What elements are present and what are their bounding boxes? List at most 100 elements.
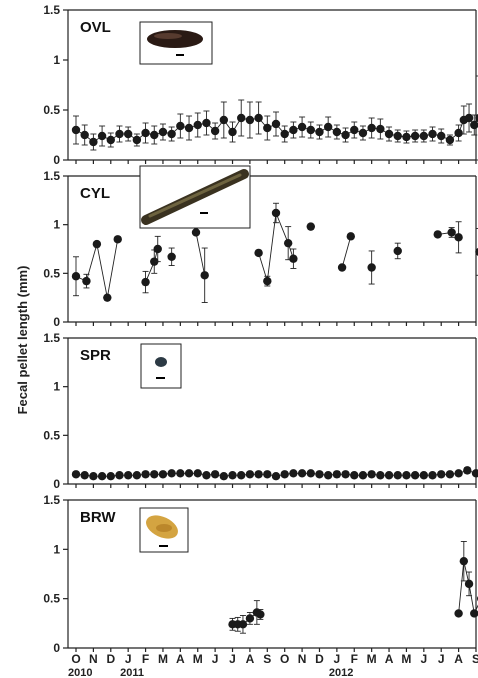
y-tick-label: 0 (53, 315, 60, 329)
x-tick-label: D (315, 652, 324, 666)
data-point (123, 471, 133, 480)
data-point (464, 113, 474, 123)
x-tick-label: F (351, 652, 358, 666)
data-point (433, 230, 442, 239)
data-point (367, 470, 376, 479)
x-tick-label: A (454, 652, 463, 666)
data-point (153, 244, 162, 254)
panel-label: SPR (80, 347, 111, 364)
data-point (410, 131, 420, 141)
data-point (263, 470, 272, 479)
data-point (115, 129, 124, 139)
data-point (245, 115, 255, 125)
x-tick-label: D (106, 652, 115, 666)
data-point (454, 233, 463, 242)
data-point (254, 470, 263, 479)
data-point (437, 131, 446, 141)
data-point (167, 252, 176, 261)
data-point (158, 127, 168, 137)
data-point (176, 469, 185, 478)
data-point (150, 130, 159, 140)
panel-spr: 0 0.5 1 1.5 SPR (43, 331, 478, 491)
x-tick-label: J (212, 652, 219, 666)
data-point (158, 470, 168, 479)
data-point (289, 254, 298, 263)
y-tick-label: 0 (53, 641, 60, 655)
data-point (376, 471, 385, 480)
y-tick-label: 1 (53, 542, 60, 556)
data-point (228, 127, 237, 137)
pellet-image (140, 343, 182, 389)
data-point (167, 469, 176, 478)
data-point (454, 469, 463, 478)
x-tick-label: S (472, 652, 478, 666)
data-point (103, 293, 112, 302)
y-axis-label: Fecal pellet length (mm) (15, 266, 30, 415)
data-point (332, 127, 342, 137)
data-point (271, 119, 281, 129)
y-tick-label: 0 (53, 153, 60, 167)
data-point (445, 135, 455, 145)
data-point (323, 471, 333, 480)
data-point (150, 257, 159, 266)
y-tick-label: 1.5 (43, 169, 60, 183)
y-tick-label: 0.5 (43, 592, 60, 606)
data-point (297, 122, 307, 132)
data-point (82, 276, 91, 286)
pellet-highlight (156, 524, 172, 532)
data-point (332, 470, 342, 479)
data-point (89, 472, 98, 481)
data-point (71, 470, 81, 479)
x-tick-label: J (334, 652, 341, 666)
x-tick-label: J (420, 652, 427, 666)
data-point (191, 228, 201, 237)
data-point (289, 469, 298, 478)
data-point (454, 128, 463, 138)
pellet-image (139, 165, 251, 229)
data-point (141, 277, 150, 287)
x-tick-label: M (158, 652, 168, 666)
data-point (402, 471, 411, 480)
data-point (470, 120, 478, 130)
x-tick-label: O (71, 652, 80, 666)
data-point (337, 263, 347, 272)
pellet-shape (147, 30, 203, 48)
data-point (106, 135, 115, 145)
pellet-highlight (154, 33, 182, 39)
data-point (89, 137, 98, 147)
pellet-highlight (148, 173, 242, 218)
data-point (384, 129, 394, 139)
data-point (437, 470, 446, 479)
data-point (167, 129, 176, 139)
x-tick-label: A (176, 652, 185, 666)
data-point (210, 470, 220, 479)
data-point (341, 470, 350, 479)
data-point (193, 120, 202, 130)
year-label: 2011 (120, 667, 144, 678)
data-point (106, 472, 115, 481)
data-point (475, 114, 478, 122)
data-point (184, 469, 194, 478)
data-point (271, 208, 281, 218)
data-point (97, 472, 107, 481)
data-point (200, 271, 209, 280)
data-point (176, 121, 185, 131)
data-point (306, 222, 315, 231)
data-point (254, 248, 263, 258)
x-tick-label: S (263, 652, 271, 666)
x-tick-label: J (229, 652, 236, 666)
series-line (195, 232, 206, 276)
panel-label: OVL (80, 19, 111, 36)
data-point (80, 471, 89, 480)
data-point (367, 123, 376, 133)
pellet-image (139, 507, 189, 553)
panel-label: CYL (80, 185, 110, 202)
data-point (306, 469, 315, 478)
data-point (150, 470, 159, 479)
x-tick-label: M (401, 652, 411, 666)
panel-brw: 0 0.5 1 1.5 BRW (43, 493, 478, 655)
data-point (219, 115, 229, 125)
year-label: 2010 (68, 667, 92, 678)
data-point (393, 246, 402, 256)
